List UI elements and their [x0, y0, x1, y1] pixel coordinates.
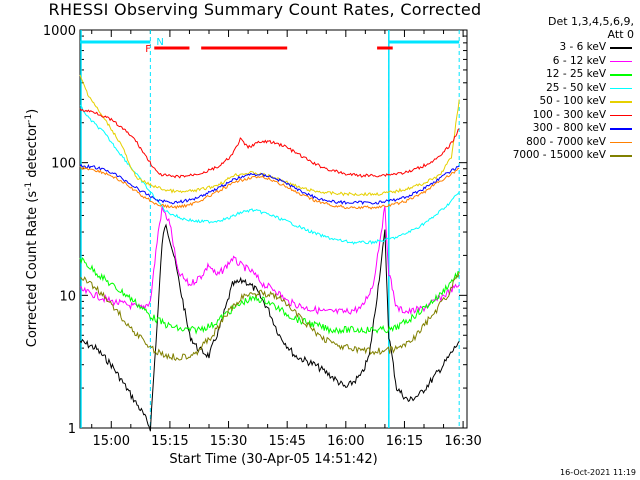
detector-list: Det 1,3,4,5,6,9, [547, 15, 634, 28]
y-axis-label-sup1: -1 [23, 181, 34, 191]
legend-item: 12 - 25 keV [482, 68, 634, 82]
y-axis-label-sup2: -1 [23, 113, 34, 123]
legend-swatch [610, 74, 632, 76]
x-tick-label: 15:15 [151, 434, 188, 449]
legend-label: 12 - 25 keV [546, 68, 606, 80]
legend-swatch [610, 155, 632, 157]
y-tick-label: 100 [51, 157, 76, 172]
legend-item: 50 - 100 keV [482, 95, 634, 109]
legend-item: 25 - 50 keV [482, 82, 634, 96]
chart-title: RHESSI Observing Summary Count Rates, Co… [48, 0, 482, 19]
x-tick-label: 16:30 [444, 434, 481, 449]
series-line-1 [79, 205, 460, 315]
legend-label: 25 - 50 keV [546, 81, 606, 94]
legend-item: 3 - 6 keV [482, 41, 634, 55]
attenuator-state: Att 0 [607, 28, 634, 41]
legend-swatch [610, 141, 632, 143]
series-line-5 [79, 108, 460, 179]
legend-swatch [610, 87, 632, 89]
timestamp: 16-Oct-2021 11:19 [560, 468, 636, 477]
series-lines [79, 74, 460, 432]
legend-item: 100 - 300 keV [482, 109, 634, 123]
x-axis-label: Start Time (30-Apr-05 14:51:42) [169, 452, 378, 467]
legend-label: 100 - 300 keV [532, 108, 606, 121]
x-tick-label: 15:00 [93, 434, 130, 449]
flag-bars: NF [80, 30, 460, 428]
series-line-7 [79, 165, 460, 210]
legend-label: 3 - 6 keV [559, 41, 606, 53]
legend-swatch [610, 128, 632, 130]
legend-item: 6 - 12 keV [482, 55, 634, 69]
y-axis-label-main: Corrected Count Rate (s [25, 190, 41, 348]
legend-label: 50 - 100 keV [539, 95, 606, 107]
y-axis-label-end: ) [25, 108, 41, 114]
y-axis-label-mid: detector [25, 122, 41, 182]
plot-frame [79, 29, 468, 429]
y-tick-label: 1 [68, 422, 76, 437]
legend-item: 800 - 7000 keV [482, 136, 634, 150]
x-tick-label: 16:15 [386, 434, 423, 449]
y-axis-label: Corrected Count Rate (s-1 detector-1) [24, 109, 40, 347]
chart-axes: 15:00 15:15 15:30 15:45 16:00 16:15 16:30 1 10 10… [43, 24, 482, 449]
series-line-4 [79, 74, 460, 197]
legend-label: 6 - 12 keV [552, 54, 606, 67]
legend-item: 300 - 800 keV [482, 122, 634, 136]
legend-label: 300 - 800 keV [532, 122, 606, 134]
series-line-0 [79, 223, 460, 432]
legend-item: 7000 - 15000 keV [482, 149, 634, 163]
detector-info: Det 1,3,4,5,6,9, Att 0 [548, 15, 634, 41]
legend-label: 800 - 7000 keV [526, 135, 606, 148]
legend-swatch [610, 101, 632, 103]
flare-flag-label: F [145, 44, 151, 55]
x-tick-label: 15:45 [268, 434, 305, 449]
chart-legend: 3 - 6 keV 6 - 12 keV 12 - 25 keV 25 - 50 ke… [482, 41, 634, 163]
x-tick-label: 15:30 [210, 434, 247, 449]
series-line-6 [79, 163, 460, 205]
y-tick-label: 10 [59, 289, 76, 304]
legend-swatch [610, 60, 632, 62]
series-line-2 [79, 257, 460, 335]
legend-swatch [610, 47, 632, 49]
x-tick-label: 16:00 [327, 434, 364, 449]
series-line-8 [79, 271, 460, 361]
night-flag-label: N [156, 37, 163, 48]
legend-swatch [610, 114, 632, 116]
legend-label: 7000 - 15000 keV [512, 149, 606, 161]
y-tick-label: 1000 [43, 24, 76, 39]
